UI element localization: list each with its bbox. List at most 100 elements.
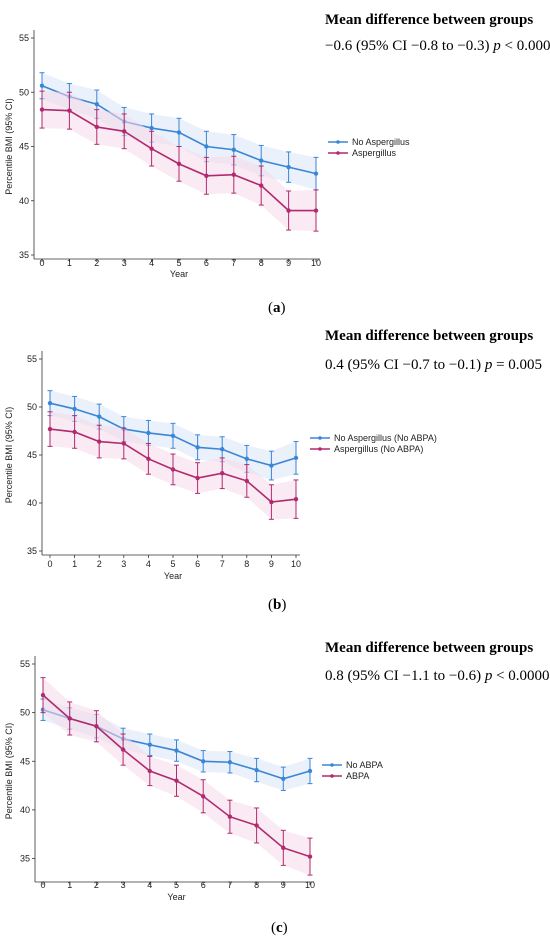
x-tick-label: 9: [269, 559, 274, 569]
y-tick-label: 50: [19, 87, 29, 97]
legend-marker: [330, 763, 334, 767]
x-axis-label: Year: [164, 571, 182, 581]
data-point: [307, 768, 313, 774]
data-point: [39, 107, 45, 112]
x-tick-label: 4: [149, 258, 154, 268]
data-point: [204, 173, 209, 178]
x-tick-label: 5: [170, 559, 175, 569]
legend-marker: [330, 774, 334, 778]
x-tick-label: 3: [121, 559, 126, 569]
data-point: [204, 144, 209, 149]
data-point: [281, 776, 286, 781]
data-point: [269, 463, 274, 468]
x-tick-label: 3: [122, 258, 127, 268]
y-tick-label: 50: [27, 402, 37, 412]
p-symbol: p: [493, 38, 501, 54]
data-point: [281, 845, 286, 851]
data-point: [72, 429, 77, 435]
x-tick-label: 1: [67, 880, 72, 890]
y-tick-label: 55: [20, 659, 30, 669]
data-point: [174, 748, 179, 753]
x-tick-label: 0: [39, 258, 44, 268]
data-point: [269, 499, 274, 505]
data-point: [67, 716, 72, 721]
x-tick-label: 7: [227, 880, 232, 890]
data-point: [286, 164, 291, 170]
x-tick-label: 0: [40, 880, 45, 890]
y-tick-label: 35: [20, 854, 30, 864]
data-point: [146, 456, 151, 462]
x-tick-label: 2: [94, 880, 99, 890]
data-point: [47, 400, 53, 406]
x-tick-label: 4: [147, 880, 152, 890]
data-point: [149, 125, 154, 131]
x-axis-label: Year: [167, 892, 185, 902]
y-tick-label: 50: [20, 708, 30, 718]
data-point: [176, 161, 182, 167]
x-tick-label: 8: [254, 880, 259, 890]
y-tick-label: 40: [19, 196, 29, 206]
data-point: [67, 108, 72, 113]
y-tick-label: 45: [27, 450, 37, 460]
data-point: [293, 496, 299, 502]
data-point: [195, 475, 200, 481]
x-tick-label: 10: [311, 258, 321, 268]
legend-marker: [336, 151, 340, 155]
series-0: [47, 390, 299, 481]
x-tick-label: 6: [204, 258, 209, 268]
data-point: [170, 433, 176, 438]
data-point: [72, 406, 77, 412]
mean-difference-header: Mean difference between groups: [325, 640, 534, 656]
data-point: [97, 414, 102, 419]
data-point: [231, 172, 236, 177]
x-tick-label: 10: [305, 880, 315, 890]
x-tick-label: 4: [146, 559, 151, 569]
panel-b: Mean difference between groups 0.4 (95% …: [0, 323, 550, 623]
legend-marker: [318, 436, 322, 440]
y-tick-label: 35: [19, 250, 29, 260]
data-point: [231, 147, 236, 152]
data-point: [259, 183, 264, 188]
data-point: [286, 208, 291, 213]
data-point: [220, 471, 225, 476]
x-tick-label: 8: [244, 559, 249, 569]
data-point: [47, 426, 53, 432]
legend-label: Aspergillus (No ABPA): [334, 444, 423, 454]
data-point: [120, 747, 126, 752]
x-tick-label: 9: [286, 258, 291, 268]
data-point: [313, 171, 319, 176]
series-1: [39, 90, 319, 232]
y-axis-label: Percentile BMI (95% CI): [4, 723, 14, 820]
data-point: [146, 430, 151, 436]
panel-a: Mean difference between groups −0.6 (95%…: [0, 0, 550, 316]
legend-label: ABPA: [346, 771, 369, 781]
x-tick-label: 10: [291, 559, 301, 569]
p-symbol: p: [484, 357, 493, 373]
panel-label-b: (b): [268, 597, 287, 613]
panel-c: Mean difference between groups 0.8 (95% …: [0, 634, 550, 936]
data-point: [195, 445, 200, 450]
x-tick-label: 2: [94, 258, 99, 268]
x-tick-label: 5: [176, 258, 181, 268]
p-value: < 0.00001: [504, 38, 550, 54]
x-axis-label: Year: [170, 269, 188, 279]
data-point: [201, 759, 206, 764]
data-point: [149, 146, 154, 151]
p-value: = 0.005: [496, 357, 543, 373]
mean-difference-estimate: 0.8 (95% CI −1.1 to −0.6): [325, 668, 482, 684]
x-tick-label: 7: [220, 559, 225, 569]
y-tick-label: 55: [19, 33, 29, 43]
data-point: [174, 778, 179, 783]
data-point: [94, 724, 99, 729]
data-point: [254, 823, 259, 828]
x-tick-label: 8: [259, 258, 264, 268]
legend-label: No Aspergillus: [352, 137, 410, 147]
data-point: [220, 447, 225, 452]
data-point: [244, 478, 249, 484]
data-point: [147, 742, 152, 747]
legend-marker: [336, 140, 340, 144]
